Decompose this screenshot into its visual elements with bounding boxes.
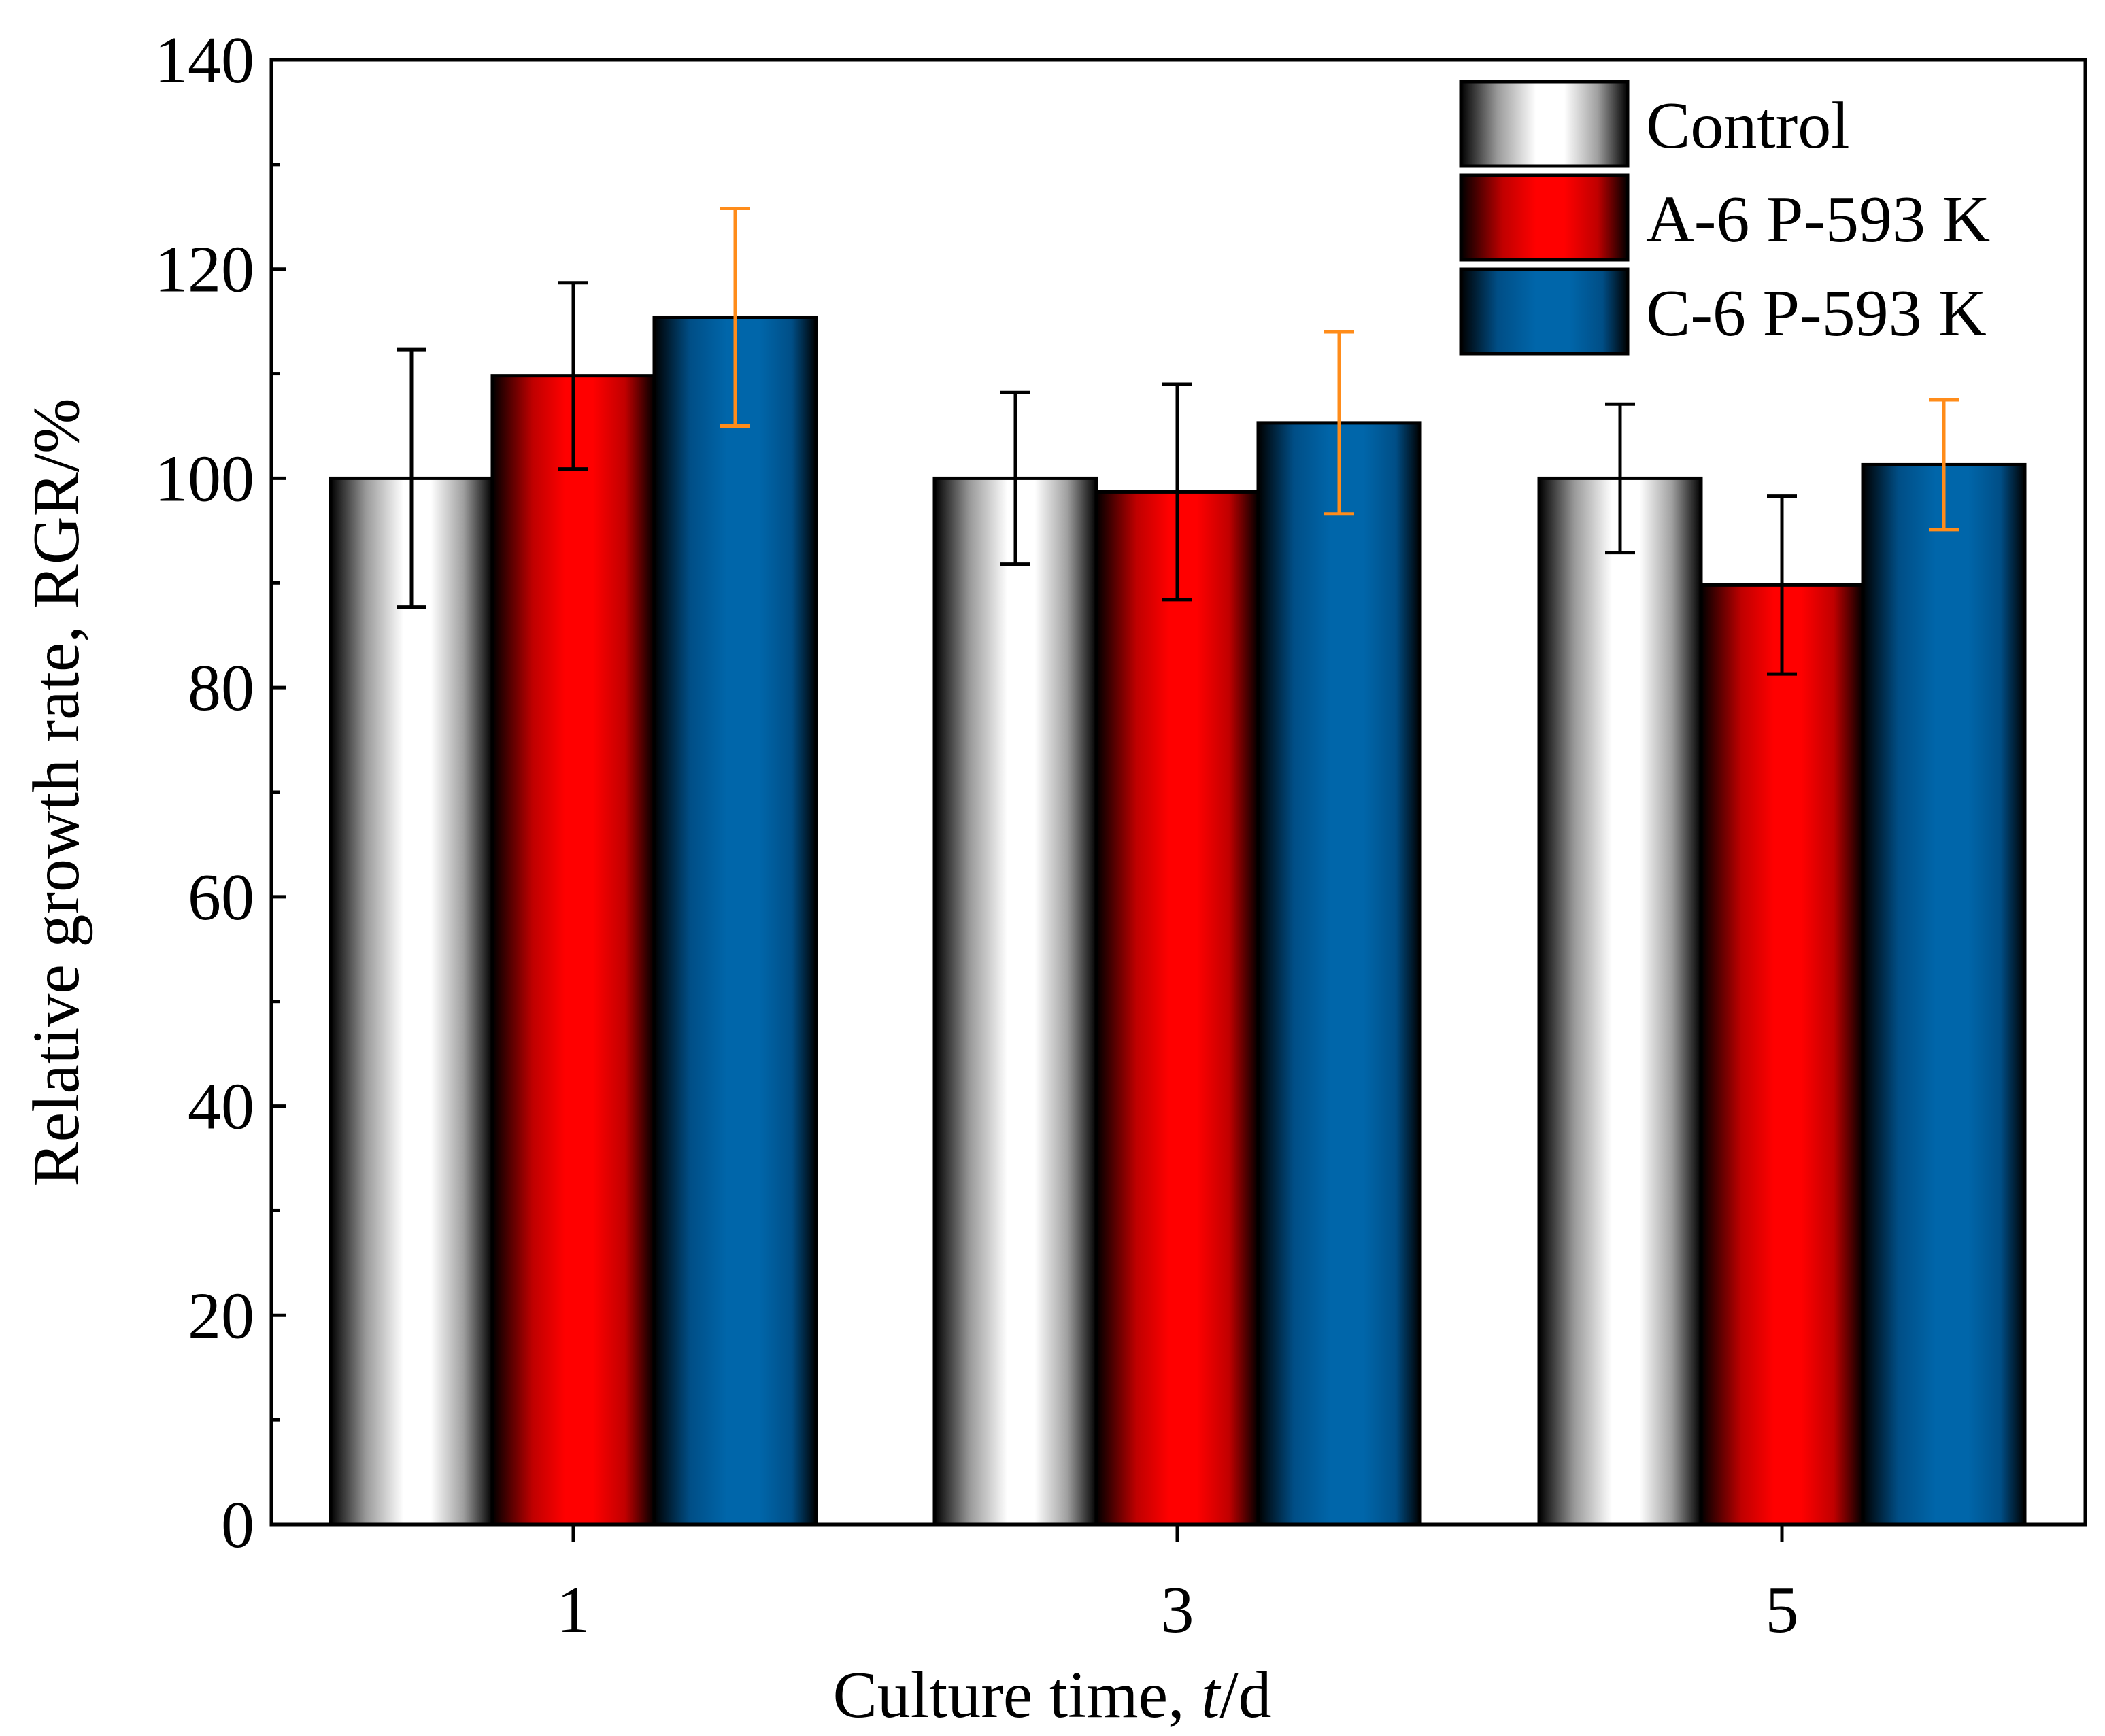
x-axis: 1 3 5 (557, 1525, 1799, 1647)
y-axis-label: Relative growth rate, RGR/% (20, 398, 93, 1186)
bar-series-3-day-5 (1861, 462, 2027, 1527)
y-axis: 0 20 40 60 80 100 120 140 (154, 24, 286, 1562)
bar-series-3-day-1 (652, 315, 818, 1527)
error-bar-series-1-day-1 (397, 347, 426, 609)
error-bar-series-2-day-3 (1162, 382, 1192, 602)
legend-swatch-c6 (1459, 267, 1630, 356)
bar-series-2-day-5 (1699, 583, 1865, 1527)
bar-series-3-day-3 (1256, 421, 1422, 1527)
legend: Control A-6 P-593 K C-6 P-593 K (1459, 80, 1990, 356)
legend-label-c6: C-6 P-593 K (1646, 277, 1987, 350)
x-tick-label-1: 1 (557, 1573, 590, 1647)
x-axis-label-suffix: /d (1219, 1658, 1271, 1732)
y-tick-label-0: 0 (221, 1488, 254, 1562)
error-bar-series-3-day-3 (1324, 330, 1354, 516)
error-bar-series-3-day-1 (720, 206, 750, 428)
y-tick-label-80: 80 (188, 651, 254, 725)
x-axis-label: Culture time, t/d (832, 1658, 1271, 1732)
bar-series-1-day-5 (1537, 476, 1703, 1527)
bars-layer (329, 315, 2027, 1527)
x-tick-label-3: 3 (1161, 1573, 1194, 1647)
y-tick-label-40: 40 (188, 1070, 254, 1144)
y-tick-label-20: 20 (188, 1279, 254, 1352)
bar-series-2-day-3 (1094, 490, 1260, 1527)
y-tick-label-140: 140 (154, 24, 254, 97)
error-bars-layer (397, 206, 1959, 676)
legend-label-a6: A-6 P-593 K (1646, 183, 1990, 256)
error-bar-series-3-day-5 (1929, 398, 1959, 532)
bar-series-1-day-1 (329, 476, 494, 1527)
y-tick-label-60: 60 (188, 861, 254, 934)
legend-swatch-control (1459, 80, 1630, 168)
x-tick-label-5: 5 (1766, 1573, 1799, 1647)
y-tick-label-100: 100 (154, 442, 254, 515)
error-bar-series-2-day-5 (1767, 494, 1797, 676)
bar-series-2-day-1 (490, 374, 656, 1527)
error-bar-series-1-day-5 (1605, 402, 1635, 555)
legend-swatch-a6 (1459, 173, 1630, 262)
x-axis-label-prefix: Culture time, (832, 1658, 1201, 1732)
x-axis-label-variable: t (1201, 1658, 1222, 1732)
bar-series-1-day-3 (932, 476, 1098, 1527)
error-bar-series-2-day-1 (558, 281, 588, 471)
error-bar-series-1-day-3 (1000, 390, 1030, 566)
legend-label-control: Control (1646, 89, 1849, 163)
y-tick-label-120: 120 (154, 233, 254, 307)
